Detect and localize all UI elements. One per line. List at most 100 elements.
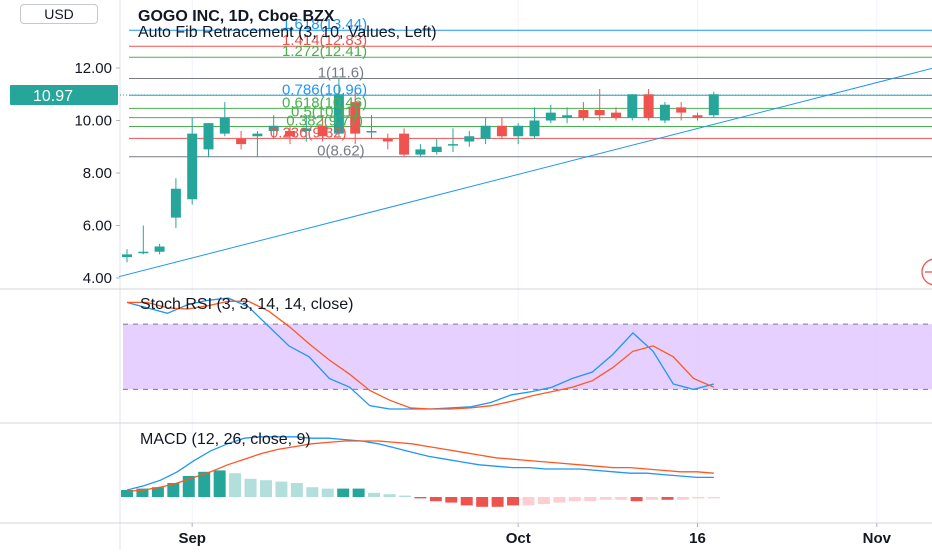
x-tick-label: Nov [863, 530, 892, 547]
macd-histogram-bar [151, 487, 164, 497]
fib-level-label: 0(8.62) [317, 143, 365, 160]
macd-histogram-bar [445, 497, 458, 503]
macd-histogram-bar [136, 488, 149, 497]
candle-body [611, 112, 621, 118]
fib-level-label: 1.618(13.44) [282, 16, 367, 33]
candle-body [236, 138, 247, 145]
candle-body [382, 138, 393, 142]
macd-histogram-bar [167, 483, 180, 497]
macd-histogram-bar [537, 497, 550, 504]
candle-body [659, 104, 670, 121]
macd-histogram-bar [568, 497, 581, 502]
macd-histogram-bar [676, 497, 689, 500]
stoch-band [123, 324, 932, 390]
macd-histogram-bar [615, 497, 628, 500]
macd-histogram-bar [630, 497, 643, 502]
fib-level-label: 0.5(10.11) [291, 104, 358, 121]
y-tick-label: 8.00 [83, 165, 112, 182]
macd-histogram-bar [507, 497, 520, 506]
macd-histogram-bar [398, 495, 411, 497]
macd-histogram-bar [244, 478, 257, 497]
fib-level-label: 1.414(12.83) [282, 32, 367, 49]
y-tick-label: 10.00 [74, 113, 112, 130]
currency-button[interactable]: USD [20, 4, 98, 24]
candle-body [268, 125, 279, 131]
candle-body [399, 133, 410, 155]
candle-body [513, 125, 524, 137]
macd-line-signal [126, 440, 714, 493]
macd-histogram-bar [198, 471, 211, 497]
fib-level-label: 0.786(10.96) [282, 81, 367, 98]
last-price-tag [10, 85, 118, 106]
macd-histogram-bar [306, 487, 319, 497]
indicator-label: Auto Fib Retracement (3, 10, Values, Lef… [138, 24, 437, 41]
candle-body [170, 188, 181, 218]
macd-histogram-bar [646, 497, 659, 500]
candle-body [154, 246, 165, 252]
candle-body [350, 102, 361, 134]
macd-histogram-bar [259, 480, 272, 497]
fib-level-label: 0.382(9.77) [286, 113, 363, 130]
stoch-line-d [127, 300, 715, 410]
macd-histogram-bar [182, 476, 195, 497]
candle-body [285, 131, 295, 137]
candle-body [203, 123, 214, 150]
macd-histogram-bar [460, 497, 473, 506]
candle-body [708, 94, 719, 116]
x-tick-label: Oct [506, 530, 531, 547]
macd-histogram-bar [707, 497, 720, 499]
macd-histogram-bar [584, 497, 597, 502]
candle-body [415, 149, 426, 155]
macd-histogram-bar [661, 497, 674, 500]
candle-body [627, 94, 638, 118]
last-price-label: 10.97 [33, 88, 73, 105]
macd-histogram-bar [229, 473, 242, 497]
macd-histogram-bar [352, 488, 365, 497]
candle-body [317, 125, 328, 137]
candle-body [464, 136, 475, 142]
fib-level-label: 1.272(12.41) [282, 43, 367, 60]
trendline [118, 67, 932, 278]
price-alert-icon [921, 258, 932, 286]
candle-body [643, 94, 654, 118]
candle-body [252, 133, 263, 137]
candle-body [578, 110, 589, 118]
macd-histogram-bar [275, 481, 288, 497]
macd-histogram-bar [599, 497, 612, 500]
candle-body [480, 125, 491, 139]
candle-body [692, 115, 703, 118]
macd-histogram-bar [414, 497, 427, 499]
macd-histogram-bar [383, 494, 396, 497]
candle-body [545, 112, 556, 121]
x-tick-label: 16 [689, 530, 706, 547]
candle-body [594, 110, 605, 116]
macd-histogram-bar [290, 483, 303, 497]
fib-level-label: 1(11.6) [318, 65, 364, 82]
macd-histogram-bar [429, 497, 442, 502]
candle-body [219, 117, 230, 134]
macd-histogram-bar [368, 492, 381, 497]
candle-body [187, 133, 198, 200]
macd-histogram-bar [213, 470, 226, 497]
macd-histogram-bar [121, 490, 133, 497]
macd-histogram-bar [321, 488, 334, 497]
candle-body [562, 115, 573, 118]
candle-body [496, 125, 507, 137]
macd-histogram-bar [337, 488, 350, 497]
candle-body [431, 146, 442, 152]
fib-level-label: 0.618(10.46) [282, 94, 367, 111]
fib-level-label: 0.236(9.32) [270, 124, 347, 141]
candle-body [301, 128, 312, 131]
candle-body [529, 120, 540, 137]
macd-histogram-bar [522, 497, 535, 506]
candle-body [122, 254, 132, 257]
macd-histogram-bar [491, 497, 504, 507]
macd-histogram-bar [476, 497, 489, 507]
y-tick-label: 12.00 [74, 60, 112, 77]
stoch-title: Stoch RSI (3, 3, 14, 14, close) [140, 296, 353, 313]
y-tick-label: 6.00 [83, 218, 112, 235]
candle-body [676, 107, 687, 113]
